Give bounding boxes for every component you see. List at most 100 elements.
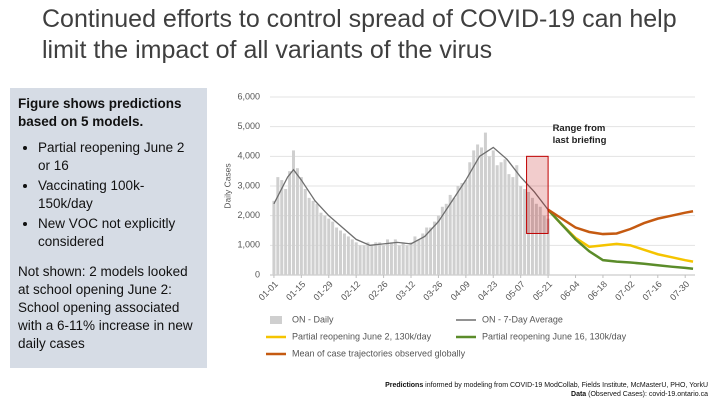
bar <box>397 245 401 275</box>
bar <box>523 188 527 275</box>
bar <box>272 200 276 275</box>
x-tick-label: 03-26 <box>421 279 444 302</box>
bar <box>389 242 393 275</box>
bar <box>366 242 370 275</box>
bar <box>491 150 495 275</box>
bar <box>319 212 323 275</box>
x-tick-label: 02-12 <box>339 279 362 302</box>
x-tick-label: 01-01 <box>257 279 280 302</box>
bar <box>393 239 397 275</box>
bar <box>487 156 491 275</box>
footer-text: (Observed Cases): covid-19.ontario.ca <box>588 391 708 398</box>
bar <box>378 242 382 275</box>
bar <box>436 215 440 275</box>
bar <box>382 245 386 275</box>
x-tick-label: 01-15 <box>284 279 307 302</box>
bar <box>448 194 452 275</box>
panel-heading: Figure shows predictions based on 5 mode… <box>18 96 182 129</box>
bar <box>370 245 374 275</box>
line <box>547 208 694 271</box>
x-tick-label: 02-26 <box>366 279 389 302</box>
bar <box>374 242 378 275</box>
footer-text: informed by modeling from COVID-19 ModCo… <box>425 382 708 389</box>
bullet: Partial reopening June 2 or 16 <box>38 139 199 175</box>
bar <box>335 227 339 275</box>
bar <box>534 203 538 275</box>
bullet-list: Partial reopening June 2 or 16 Vaccinati… <box>18 139 199 251</box>
bar <box>323 215 327 275</box>
bar <box>303 188 307 275</box>
bar <box>284 188 288 275</box>
x-tick-label: 06-04 <box>558 279 581 302</box>
annotation: Range from last briefing <box>552 123 607 147</box>
bar <box>315 203 319 275</box>
legend-label: ON - Daily <box>292 314 334 324</box>
x-tick-label: 05-07 <box>503 279 526 302</box>
bar <box>417 239 421 275</box>
bar <box>311 200 315 275</box>
line <box>547 208 694 236</box>
bar <box>546 218 550 275</box>
bar <box>511 177 515 275</box>
bar <box>472 150 476 275</box>
bar <box>350 239 354 275</box>
bar <box>386 239 390 275</box>
x-tick-label: 06-18 <box>586 279 609 302</box>
x-tick-label: 01-29 <box>311 279 334 302</box>
panel-note: Not shown: 2 models looked at school ope… <box>18 264 193 351</box>
bar <box>483 132 487 275</box>
bar <box>452 197 456 275</box>
y-tick-label: 4,000 <box>237 151 260 161</box>
bar <box>476 144 480 275</box>
bar <box>464 180 468 275</box>
bar <box>413 236 417 275</box>
bar <box>460 183 464 275</box>
x-tick-label: 05-21 <box>531 279 554 302</box>
bar <box>288 171 292 275</box>
y-tick-label: 6,000 <box>237 91 260 101</box>
bar <box>276 177 280 275</box>
bar <box>280 180 284 275</box>
y-tick-label: 5,000 <box>237 121 260 131</box>
footer-line: Data (Observed Cases): covid-19.ontario.… <box>385 390 708 399</box>
slide-title: Continued efforts to control spread of C… <box>42 5 677 64</box>
bar <box>530 197 534 275</box>
x-tick-label: 03-12 <box>394 279 417 302</box>
bar <box>405 245 409 275</box>
bar <box>515 165 519 275</box>
bar <box>503 159 507 275</box>
bar <box>401 242 405 275</box>
bar <box>456 186 460 275</box>
x-tick-label: 07-16 <box>641 279 664 302</box>
info-panel: Figure shows predictions based on 5 mode… <box>10 88 207 368</box>
y-tick-label: 2,000 <box>237 210 260 220</box>
legend-swatch <box>270 316 282 324</box>
bullet: Vaccinating 100k-150k/day <box>38 177 199 213</box>
y-axis-label: Daily Cases <box>222 163 232 208</box>
footer: Predictions informed by modeling from CO… <box>385 381 708 399</box>
bar <box>342 233 346 275</box>
bar <box>307 197 311 275</box>
legend-label: Mean of case trajectories observed globa… <box>292 348 466 358</box>
bar <box>358 245 362 275</box>
footer-bold: Data <box>571 391 587 398</box>
bar <box>495 165 499 275</box>
bar <box>429 227 433 275</box>
footer-line: Predictions informed by modeling from CO… <box>385 381 708 390</box>
bar <box>507 174 511 275</box>
x-tick-label: 04-23 <box>476 279 499 302</box>
line <box>273 146 549 246</box>
range-box <box>526 155 549 234</box>
bar <box>299 177 303 275</box>
y-tick-label: 0 <box>255 269 260 279</box>
x-tick-label: 07-02 <box>613 279 636 302</box>
bar <box>425 227 429 275</box>
legend-label: ON - 7-Day Average <box>482 314 563 324</box>
bar <box>542 215 546 275</box>
bar <box>409 242 413 275</box>
line <box>547 208 694 263</box>
bar <box>519 186 523 275</box>
bullet: New VOC not explicitly considered <box>38 215 199 251</box>
